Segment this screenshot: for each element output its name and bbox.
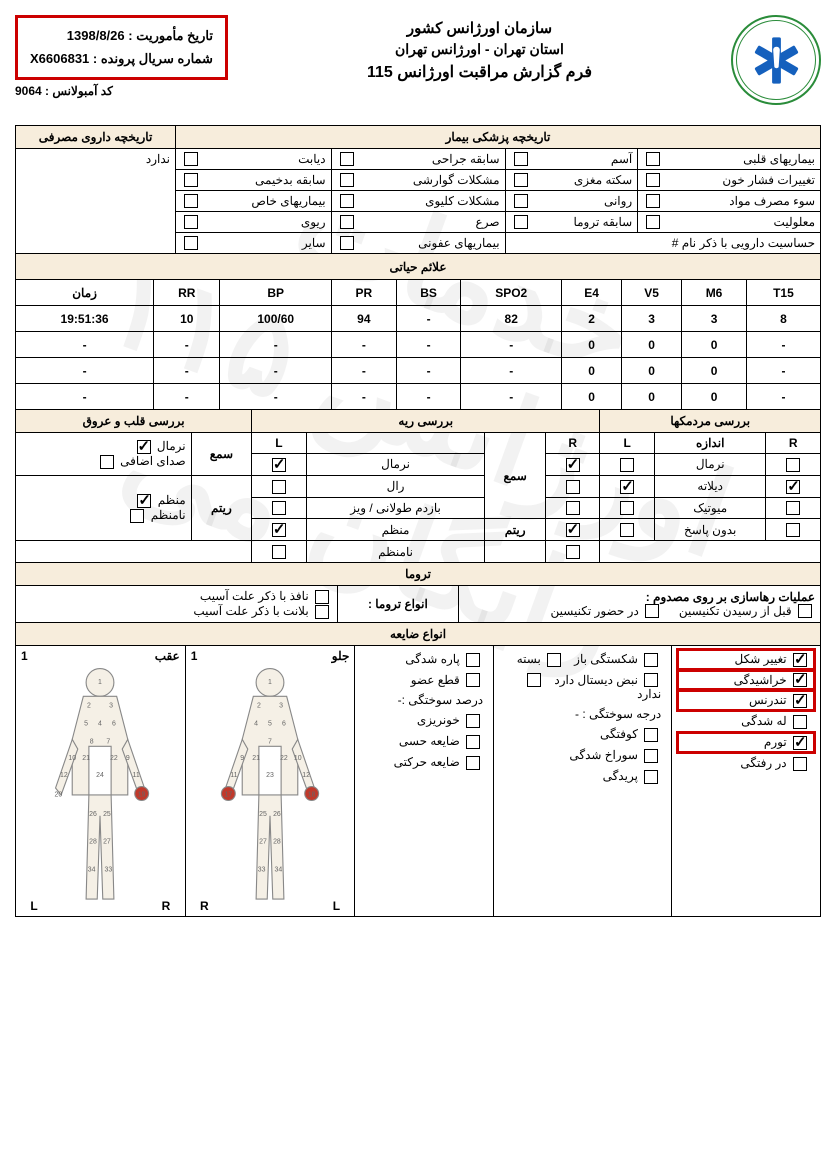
logo: [731, 15, 821, 105]
svg-text:7: 7: [107, 738, 111, 745]
svg-text:26: 26: [273, 811, 281, 818]
svg-text:4: 4: [254, 720, 258, 727]
trauma-table: تروما عملیات رهاسازی بر روی مصدوم : قبل …: [15, 562, 821, 623]
svg-text:3: 3: [110, 702, 114, 709]
svg-text:11: 11: [133, 772, 140, 779]
checkbox[interactable]: [340, 152, 354, 166]
svg-text:4: 4: [98, 720, 102, 727]
checkbox[interactable]: [646, 152, 660, 166]
svg-text:27: 27: [103, 838, 111, 845]
svg-text:34: 34: [88, 866, 96, 873]
svg-text:5: 5: [268, 720, 272, 727]
svg-text:33: 33: [105, 866, 113, 873]
svg-text:8: 8: [90, 738, 94, 745]
svg-text:25: 25: [259, 811, 267, 818]
body-front: 123 456 72122 23910 1112 1718 2526 2728 …: [200, 663, 340, 913]
svg-text:26: 26: [90, 811, 98, 818]
svg-text:7: 7: [268, 738, 272, 745]
svg-text:22: 22: [280, 755, 288, 762]
checkbox[interactable]: [514, 173, 528, 187]
svg-text:9: 9: [126, 755, 130, 762]
checkbox[interactable]: [514, 152, 528, 166]
body-back: 123 546 87 2122 24109 1211 2019 2625 282…: [30, 663, 170, 913]
svg-text:33: 33: [258, 866, 266, 873]
checkbox[interactable]: [340, 236, 354, 250]
svg-text:25: 25: [103, 811, 111, 818]
checkbox[interactable]: [184, 152, 198, 166]
checkbox[interactable]: [340, 194, 354, 208]
svg-text:18: 18: [308, 791, 316, 798]
svg-text:2: 2: [87, 702, 91, 709]
checkbox[interactable]: [100, 455, 114, 469]
region-title: استان تهران - اورژانس تهران: [228, 41, 731, 58]
checkbox[interactable]: [184, 215, 198, 229]
svg-text:11: 11: [230, 772, 237, 779]
svg-text:28: 28: [273, 838, 281, 845]
svg-text:12: 12: [302, 772, 310, 779]
checkbox[interactable]: [340, 215, 354, 229]
svg-text:22: 22: [110, 755, 118, 762]
svg-text:2: 2: [257, 702, 261, 709]
checkbox[interactable]: [340, 173, 354, 187]
svg-text:6: 6: [282, 720, 286, 727]
svg-text:5: 5: [85, 720, 89, 727]
svg-text:9: 9: [240, 755, 244, 762]
vitals-table: علائم حیاتی T15M6V5E4SPO2BSPRBPRRزمان 83…: [15, 253, 821, 410]
checkbox[interactable]: [646, 194, 660, 208]
history-table: تاریخچه پزشکی بیمار تاریخچه داروی مصرفی …: [15, 125, 821, 254]
svg-text:21: 21: [252, 755, 260, 762]
svg-text:20: 20: [55, 791, 63, 798]
org-title: سازمان اورژانس کشور: [228, 19, 731, 37]
injury-table: انواع ضایعه تغییر شکل خراشیدگی تندرنس له…: [15, 622, 821, 917]
svg-text:24: 24: [96, 772, 104, 779]
svg-text:19: 19: [138, 791, 146, 798]
checkbox[interactable]: [130, 509, 144, 523]
svg-text:3: 3: [279, 702, 283, 709]
svg-text:1: 1: [268, 679, 272, 686]
svg-text:10: 10: [69, 755, 77, 762]
svg-text:34: 34: [275, 866, 283, 873]
svg-text:28: 28: [90, 838, 98, 845]
checkbox[interactable]: [184, 173, 198, 187]
checkbox[interactable]: [646, 215, 660, 229]
checkbox[interactable]: [514, 194, 528, 208]
svg-text:6: 6: [112, 720, 116, 727]
svg-text:1: 1: [98, 679, 102, 686]
checkbox[interactable]: [184, 194, 198, 208]
header: سازمان اورژانس کشور استان تهران - اورژان…: [15, 15, 821, 105]
svg-text:12: 12: [60, 772, 68, 779]
checkbox[interactable]: [137, 494, 151, 508]
exam-table: بررسی مردمکها بررسی ریه بررسی قلب و عروق…: [15, 409, 821, 563]
form-title: فرم گزارش مراقبت اورژانس 115: [228, 62, 731, 82]
svg-text:17: 17: [225, 791, 233, 798]
checkbox[interactable]: [137, 440, 151, 454]
svg-text:23: 23: [266, 772, 274, 779]
svg-text:10: 10: [294, 755, 302, 762]
svg-text:27: 27: [259, 838, 267, 845]
mission-box: تاریخ مأموریت : 1398/8/26 شماره سریال پر…: [15, 15, 228, 80]
checkbox[interactable]: [514, 215, 528, 229]
checkbox[interactable]: [646, 173, 660, 187]
checkbox[interactable]: [184, 236, 198, 250]
svg-text:21: 21: [83, 755, 91, 762]
